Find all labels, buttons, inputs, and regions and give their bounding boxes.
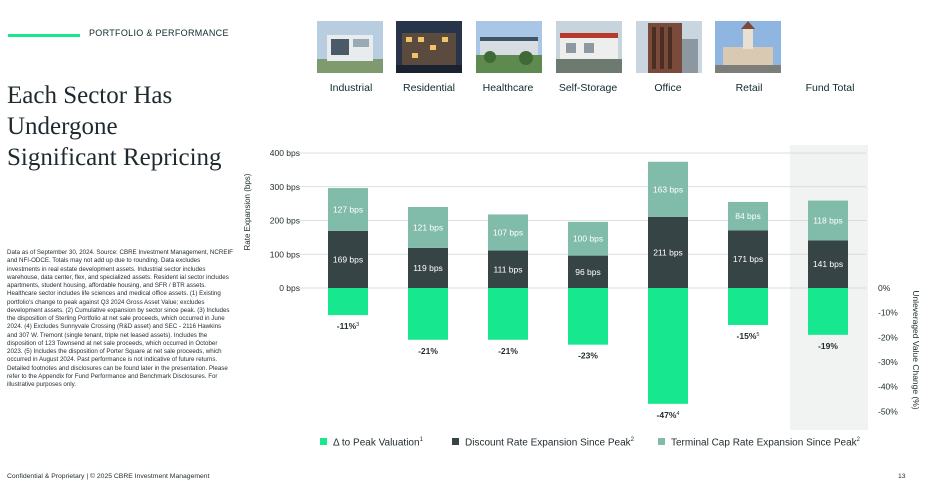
bar-peak-valuation (328, 288, 368, 316)
y2-tick-label: -30% (878, 357, 898, 367)
bar-terminal-cap-rate (408, 207, 448, 248)
section-kicker: PORTFOLIO & PERFORMANCE (89, 28, 229, 38)
sector-label-residential: Residential (403, 82, 455, 94)
data-label-discount-rate: 211 bps (653, 247, 683, 257)
data-label-footnote: 3 (356, 322, 359, 328)
legend-label: Terminal Cap Rate Expansion Since Peak (671, 437, 857, 449)
bar-discount-rate (808, 240, 848, 288)
bar-terminal-cap-rate (568, 221, 608, 256)
legend-item-terminal-cap-rate: Terminal Cap Rate Expansion Since Peak2 (658, 437, 860, 448)
bar-discount-rate (488, 250, 528, 288)
legend-swatch-green (320, 438, 327, 446)
bar-peak-valuation (408, 288, 448, 340)
page-title: Each Sector Has Undergone Significant Re… (7, 82, 222, 171)
bar-peak-valuation (648, 288, 688, 404)
sector-label-office: Office (654, 82, 682, 94)
bar-peak-valuation (488, 288, 528, 340)
y2-tick-label: -50% (878, 406, 898, 416)
legend-footnote: 2 (856, 437, 860, 443)
data-label-peak-valuation: -21% (418, 346, 438, 356)
y2-axis-title: Unleveraged Value Change (%) (911, 290, 921, 410)
y-tick-label: 200 bps (270, 216, 300, 226)
legend-swatch-teal (658, 438, 665, 446)
y-tick-label: 400 bps (270, 148, 300, 158)
bar-terminal-cap-rate (808, 200, 848, 241)
data-label-terminal-cap-rate: 100 bps (573, 234, 603, 244)
legend-footnote: 1 (419, 437, 423, 443)
bar-peak-valuation (728, 288, 768, 325)
office-tower-photo (636, 21, 702, 73)
kicker-accent-line (8, 34, 80, 37)
sector-label-healthcare: Healthcare (482, 82, 534, 94)
data-label-terminal-cap-rate: 163 bps (653, 184, 683, 194)
y-axis-title: Rate Expansion (bps) (243, 173, 252, 250)
y-tick-label: 100 bps (270, 249, 300, 259)
industrial-building-photo (317, 21, 383, 73)
y-tick-label: 0 bps (279, 283, 300, 293)
residential-building-photo (396, 21, 462, 73)
bar-terminal-cap-rate (488, 214, 528, 251)
data-label-discount-rate: 119 bps (413, 263, 443, 273)
bar-peak-valuation (568, 288, 608, 345)
data-label-terminal-cap-rate: 118 bps (813, 216, 843, 226)
legend-label: Δ to Peak Valuation (333, 437, 420, 449)
data-label-discount-rate: 141 bps (813, 259, 843, 269)
bar-terminal-cap-rate (328, 188, 368, 231)
bar-terminal-cap-rate (648, 161, 688, 217)
y2-tick-label: 0% (878, 283, 891, 293)
y2-tick-label: -20% (878, 332, 898, 342)
bar-discount-rate (568, 255, 608, 288)
y2-tick-label: -40% (878, 382, 898, 392)
data-label-discount-rate: 96 bps (575, 267, 601, 277)
data-label-discount-rate: 171 bps (733, 254, 763, 264)
bar-peak-valuation (808, 288, 848, 335)
page-number: 13 (898, 473, 906, 480)
data-label-footnote: 4 (676, 411, 679, 417)
data-label-terminal-cap-rate: 121 bps (413, 222, 443, 232)
sector-label-self-storage: Self-Storage (558, 82, 618, 94)
healthcare-campus-photo (476, 21, 542, 73)
bar-terminal-cap-rate (728, 201, 768, 231)
data-label-peak-valuation: -15%5 (737, 331, 760, 341)
legend-footnote: 2 (630, 437, 634, 443)
data-label-peak-valuation: -19% (818, 341, 838, 351)
legend-label: Discount Rate Expansion Since Peak (465, 437, 631, 449)
data-label-discount-rate: 169 bps (333, 254, 363, 264)
self-storage-facility-photo (556, 21, 622, 73)
legend-item-discount-rate: Discount Rate Expansion Since Peak2 (452, 437, 634, 448)
y-tick-label: 300 bps (270, 182, 300, 192)
sector-label-industrial: Industrial (329, 82, 373, 94)
bar-discount-rate (328, 230, 368, 288)
sector-label-retail: Retail (735, 82, 763, 94)
data-label-discount-rate: 111 bps (494, 264, 523, 274)
legend-item-peak-valuation: Δ to Peak Valuation1 (320, 437, 423, 448)
sector-label-fund-total: Fund Total (805, 82, 855, 94)
data-label-peak-valuation: -23% (578, 351, 598, 361)
bar-discount-rate (648, 216, 688, 288)
data-label-peak-valuation: -47%4 (657, 410, 680, 420)
data-label-peak-valuation: -21% (498, 346, 518, 356)
retail-center-photo (715, 21, 781, 73)
y2-tick-label: -10% (878, 308, 898, 318)
legend-swatch-dark (452, 438, 459, 446)
data-label-footnote: 5 (756, 332, 759, 338)
confidential-footer: Confidential & Proprietary | © 2025 CBRE… (7, 473, 210, 480)
footnotes: Data as of September 30, 2024. Source: C… (7, 249, 233, 388)
data-label-peak-valuation: -11%3 (337, 321, 359, 331)
data-label-terminal-cap-rate: 84 bps (735, 211, 761, 221)
bar-discount-rate (728, 230, 768, 288)
bar-discount-rate (408, 247, 448, 288)
data-label-terminal-cap-rate: 107 bps (493, 227, 523, 237)
data-label-terminal-cap-rate: 127 bps (333, 205, 363, 215)
